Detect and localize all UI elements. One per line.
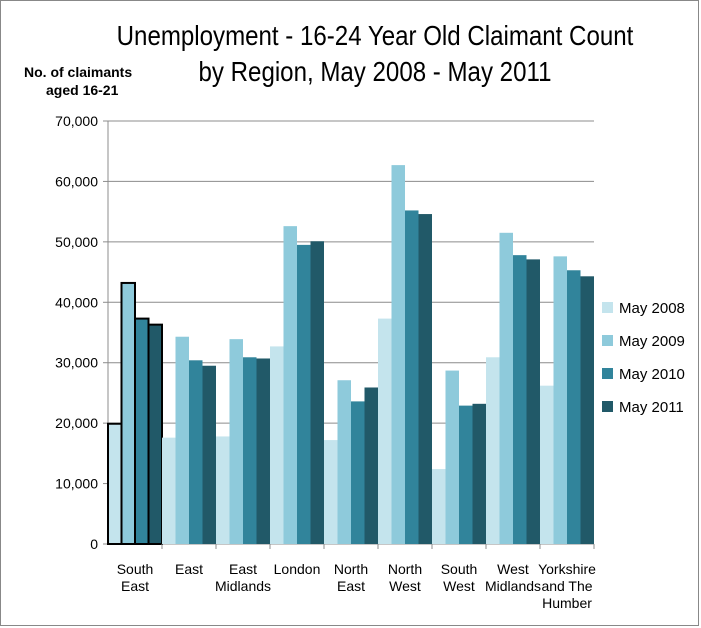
bar-7-3 xyxy=(526,259,540,544)
x-tick-label-line: Humber xyxy=(542,595,592,611)
x-tick-label-line: Yorkshire xyxy=(538,561,596,577)
y-axis-label-line-2: aged 16-21 xyxy=(46,82,119,98)
x-tick-label-line: West xyxy=(497,561,529,577)
y-tick-label: 30,000 xyxy=(55,355,98,371)
x-tick-label-line: and The xyxy=(541,578,592,594)
bar-3-3 xyxy=(310,241,324,544)
bar-1-1 xyxy=(175,336,189,544)
bar-8-1 xyxy=(553,256,567,544)
bar-4-1 xyxy=(337,380,351,544)
y-axis-label-line-1: No. of claimants xyxy=(24,64,133,80)
x-tick-label: North West xyxy=(388,561,422,594)
y-tick-label: 40,000 xyxy=(55,294,98,310)
bar-6-2 xyxy=(459,405,473,544)
bar-4-2 xyxy=(351,401,365,544)
chart-title-line-2: by Region, May 2008 - May 2011 xyxy=(198,56,552,87)
x-tick-label-line: West xyxy=(389,578,421,594)
bar-4-0 xyxy=(324,440,338,544)
bar-8-2 xyxy=(567,270,581,544)
x-tick-label-line: North xyxy=(388,561,422,577)
x-tick-label-line: East xyxy=(337,578,365,594)
bar-6-0 xyxy=(432,469,446,544)
legend-label: May 2008 xyxy=(619,300,685,317)
bar-1-0 xyxy=(162,437,176,544)
bar-7-1 xyxy=(499,232,513,545)
bar-2-2 xyxy=(243,357,257,544)
bar-7-2 xyxy=(513,255,527,544)
bar-0-0 xyxy=(107,422,123,545)
x-tick-label: North East xyxy=(334,561,368,594)
x-tick-label: West Midlands xyxy=(485,561,541,594)
x-tick-label-line: London xyxy=(274,561,321,577)
chart-title: Unemployment - 16-24 Year Old Claimant C… xyxy=(113,18,638,90)
y-tick-label: 50,000 xyxy=(55,234,98,250)
y-tick-label: 0 xyxy=(90,536,98,552)
x-tick-label-line: East xyxy=(229,561,257,577)
bar-6-3 xyxy=(472,403,486,544)
y-axis-label: No. of claimants aged 16-21 xyxy=(24,63,144,99)
x-tick-label: East Midlands xyxy=(215,561,271,594)
bar-5-3 xyxy=(418,214,432,544)
bar-2-1 xyxy=(229,339,243,544)
bar-3-0 xyxy=(270,346,284,544)
x-tick-label-line: South xyxy=(117,561,154,577)
bar-8-3 xyxy=(580,276,594,544)
bar-3-1 xyxy=(283,226,297,544)
x-tick-label: Yorkshire and The Humber xyxy=(538,561,596,611)
bar-5-1 xyxy=(391,165,405,544)
bar-8-0 xyxy=(540,385,554,544)
bar-4-3 xyxy=(364,387,378,544)
legend-swatch xyxy=(602,302,613,313)
bar-5-0 xyxy=(378,318,392,544)
x-tick-label: London xyxy=(274,561,321,577)
bar-0-2 xyxy=(134,317,150,546)
legend-label: May 2010 xyxy=(619,366,685,383)
x-tick-label-line: Midlands xyxy=(485,578,541,594)
y-tick-label: 10,000 xyxy=(55,476,98,492)
legend-swatch xyxy=(602,335,613,346)
y-tick-label: 20,000 xyxy=(55,415,98,431)
x-tick-label-line: North xyxy=(334,561,368,577)
x-tick-label-line: East xyxy=(121,578,149,594)
bar-1-3 xyxy=(202,365,216,544)
legend-swatch xyxy=(602,401,613,412)
bar-5-2 xyxy=(405,210,419,545)
legend-label: May 2011 xyxy=(619,399,684,416)
bar-0-3 xyxy=(147,323,163,545)
bar-3-2 xyxy=(297,244,311,544)
bar-1-2 xyxy=(189,360,203,544)
y-tick-label: 70,000 xyxy=(55,113,98,129)
bar-2-0 xyxy=(216,436,230,544)
x-tick-label-line: South xyxy=(441,561,478,577)
x-tick-label: South East xyxy=(117,561,154,594)
y-tick-label: 60,000 xyxy=(55,173,98,189)
x-tick-label-line: East xyxy=(175,561,203,577)
x-tick-label: South West xyxy=(441,561,478,594)
bar-6-1 xyxy=(445,370,459,544)
x-tick-label-line: Midlands xyxy=(215,578,271,594)
chart-title-line-1: Unemployment - 16-24 Year Old Claimant C… xyxy=(116,20,634,51)
x-tick-label-line: West xyxy=(443,578,475,594)
bar-0-1 xyxy=(120,281,136,545)
x-tick-label: East xyxy=(175,561,203,577)
bar-7-0 xyxy=(486,357,500,544)
bar-2-3 xyxy=(256,358,270,544)
legend-swatch xyxy=(602,368,613,379)
legend-label: May 2009 xyxy=(619,333,685,350)
